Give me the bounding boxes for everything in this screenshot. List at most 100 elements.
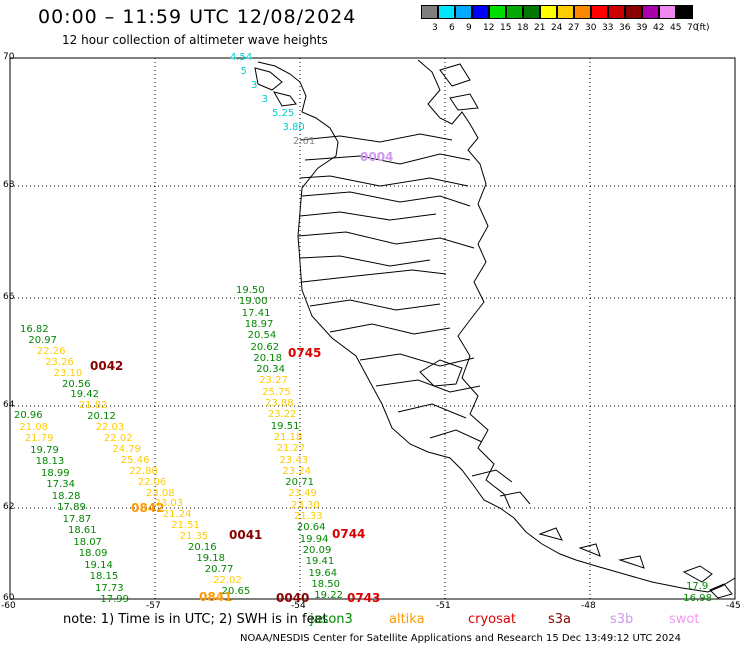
wave-height-value: 17.99: [100, 594, 130, 605]
pass-time-label: 0041: [229, 528, 263, 542]
wave-height-value: 24.79: [112, 443, 142, 455]
wave-height-value: 22.26: [36, 345, 66, 357]
wave-height-value: 23.22: [267, 409, 297, 421]
pass-time-label: 0040: [276, 591, 310, 605]
coastline-detail: [429, 429, 483, 443]
wave-height-value: 21.18: [273, 431, 303, 443]
coastline-detail: [272, 91, 297, 107]
wave-height-value: 19.50: [236, 285, 265, 296]
wave-height-value: 22.02: [104, 433, 133, 444]
wave-height-value: 3.80: [282, 122, 305, 133]
wave-height-value: 18.13: [35, 456, 65, 467]
legend-swatch-9: [455, 5, 472, 19]
wave-height-value: 25.75: [262, 386, 291, 398]
legend-label-33: 33: [602, 23, 614, 33]
wave-height-value: 5.25: [272, 108, 295, 119]
wave-height-value: 20.18: [253, 352, 283, 364]
wave-height-value: 19.94: [299, 533, 329, 545]
legend-swatch-36: [608, 5, 625, 19]
mission-altika: altika: [389, 612, 425, 627]
greenland-coastline: [254, 59, 736, 599]
wave-height-value: 23.30: [291, 499, 320, 511]
wave-height-value: 17.73: [95, 582, 124, 594]
wave-height-value: 18.99: [41, 467, 70, 479]
legend-swatch-45: [659, 5, 676, 19]
legend-label-18: 18: [517, 23, 529, 33]
page-subtitle: 12 hour collection of altimeter wave hei…: [62, 33, 328, 47]
lon-label-m51: -51: [436, 601, 451, 611]
wave-height-value: 18.07: [73, 536, 103, 548]
coastline-detail: [329, 323, 451, 335]
wave-height-value: 21.08: [19, 421, 49, 433]
legend-label-12: 12: [483, 23, 495, 33]
wave-height-value: 20.64: [296, 522, 326, 534]
legend-swatch-6: [438, 5, 455, 19]
coastline-detail: [254, 67, 283, 91]
wave-height-value: 19.41: [305, 556, 335, 568]
lat-lon-grid: [10, 58, 735, 599]
wave-height-value: 20.09: [302, 544, 332, 556]
wave-height-value: 16.98: [683, 593, 712, 604]
wave-height-value: 20.96: [14, 410, 43, 421]
wave-height-value: 20.65: [221, 585, 251, 597]
wave-height-value: 4.54: [230, 52, 253, 63]
wave-height-value: 21.79: [24, 433, 54, 444]
legend-label-39: 39: [636, 23, 648, 33]
coastline-detail: [359, 353, 475, 367]
mission-s3b: s3b: [610, 612, 634, 627]
wave-height-value: 17.34: [46, 479, 76, 490]
coastline-detail: [397, 403, 467, 419]
wave-height-value: 20.97: [28, 334, 58, 346]
wave-height-value: 22.03: [95, 422, 125, 434]
legend-label-30: 30: [585, 23, 597, 33]
coastline-detail: [309, 299, 441, 311]
lon-label-m45: -45: [726, 601, 740, 611]
lon-label-m54: -54: [291, 601, 306, 611]
wave-height-value: 17.87: [62, 513, 92, 525]
coastline-detail: [299, 255, 431, 267]
wave-height-value: 23.27: [259, 375, 288, 387]
legend-label-6: 6: [449, 23, 455, 33]
lat-label-68: 68: [3, 180, 15, 190]
wave-height-value: 19.51: [270, 420, 300, 432]
coastline-detail: [297, 231, 475, 249]
page-title: 00:00 – 11:59 UTC 12/08/2024: [38, 6, 357, 28]
legend-swatch-30: [574, 5, 591, 19]
legend-swatch-3: [421, 5, 438, 19]
mission-cryosat: cryosat: [468, 612, 516, 627]
wave-height-value: 25.46: [120, 454, 150, 466]
legend-label-70: 70: [687, 23, 699, 33]
wave-height-value: 21.82: [78, 400, 108, 412]
wave-height-value: 22.06: [137, 476, 167, 488]
wave-height-value: 20.34: [256, 364, 285, 376]
coastline-detail: [375, 379, 481, 393]
wave-height-value: 23.26: [45, 356, 74, 368]
wave-height-value: 18.28: [51, 490, 81, 502]
mission-jason3: jason3: [310, 612, 353, 627]
wave-height-value: 18.97: [244, 318, 274, 330]
lat-label-64: 64: [3, 400, 15, 410]
pass-time-label: 0745: [288, 346, 322, 360]
wave-height-value: 18.09: [78, 548, 108, 559]
legend-swatch-42: [642, 5, 659, 19]
legend-label-3: 3: [432, 23, 438, 33]
wave-height-value: 21.35: [179, 531, 209, 543]
legend-unit: (ft): [696, 23, 710, 33]
wave-height-value: 18.15: [89, 571, 119, 582]
legend-swatch-18: [506, 5, 523, 19]
legend-label-27: 27: [568, 23, 580, 33]
lat-label-60: 60: [3, 593, 15, 603]
pass-time-label: 0841: [199, 590, 233, 604]
wave-height-value: 17.41: [241, 307, 271, 319]
wave-height-value: 21.51: [171, 520, 200, 532]
wave-height-value: 23.88: [265, 398, 294, 409]
footer-note: note: 1) Time is in UTC; 2) SWH is in fe…: [63, 612, 328, 627]
coastline-detail: [299, 175, 469, 187]
wave-height-value: 5: [240, 66, 247, 77]
wave-height-value: 20.71: [285, 477, 314, 489]
wave-height-value: 20.56: [62, 378, 91, 390]
coastline-detail: [682, 565, 713, 583]
wave-height-value: 19.64: [308, 567, 338, 579]
legend-swatch-21: [523, 5, 540, 19]
